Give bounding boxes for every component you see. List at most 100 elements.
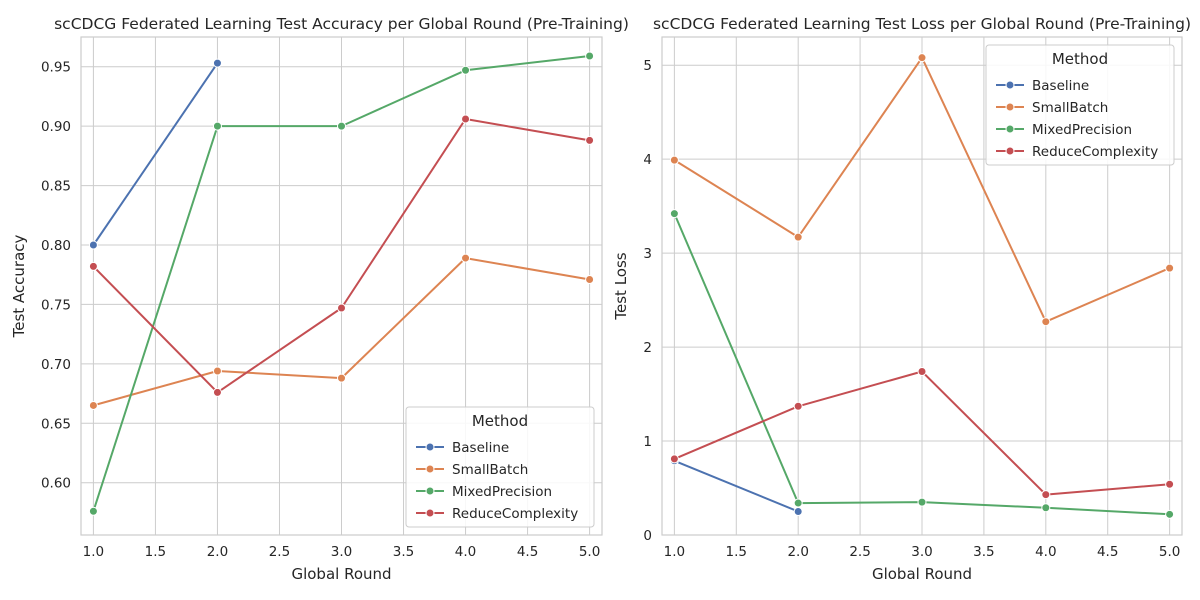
accuracy-legend-marker-baseline <box>425 442 435 452</box>
accuracy-legend-marker-small-batch <box>425 464 435 474</box>
loss-legend-box <box>985 44 1175 166</box>
loss-data-point-reduce-complexity <box>1165 479 1175 489</box>
accuracy-data-point-small-batch <box>585 274 595 284</box>
loss-y-tick-label: 2 <box>643 340 652 356</box>
loss-series-line-baseline <box>674 459 799 513</box>
loss-legend-marker-reduce-complexity <box>1005 146 1015 156</box>
accuracy-data-point-small-batch <box>337 373 346 383</box>
accuracy-legend-label-small-batch: SmallBatch <box>452 462 528 478</box>
accuracy-y-axis-label: Test Accuracy <box>10 234 28 338</box>
loss-legend-marker-baseline <box>1005 80 1015 90</box>
accuracy-data-point-baseline <box>88 240 98 250</box>
accuracy-series-line-baseline <box>92 62 219 246</box>
accuracy-data-point-small-batch <box>212 366 222 376</box>
loss-data-point-small-batch <box>1041 317 1051 327</box>
loss-x-tick-label: 2.5 <box>849 544 870 560</box>
loss-legend-marker-mixed-precision <box>1005 124 1015 134</box>
accuracy-x-tick-label: 2.5 <box>269 544 290 560</box>
accuracy-x-tick-label: 3.5 <box>393 544 414 560</box>
loss-data-point-reduce-complexity <box>917 367 927 377</box>
loss-y-tick-label: 5 <box>643 58 652 74</box>
loss-legend-label-baseline: Baseline <box>1032 78 1089 94</box>
loss-legend-label-reduce-complexity: ReduceComplexity <box>1032 144 1158 160</box>
accuracy-data-point-mixed-precision <box>337 121 346 131</box>
loss-panel: 1.0 1.5 2.0 2.5 3.0 3.5 4.0 4.5 5.0 0 1 2 3 4 5 scCDCG … <box>612 15 1191 583</box>
accuracy-data-point-mixed-precision <box>212 121 222 131</box>
loss-data-point-mixed-precision <box>669 209 679 219</box>
accuracy-legend-title: Method <box>472 412 528 430</box>
loss-chart-title: scCDCG Federated Learning Test Loss per … <box>653 15 1191 33</box>
accuracy-data-point-small-batch <box>461 253 471 263</box>
accuracy-x-tick-label: 1.5 <box>145 544 166 560</box>
accuracy-y-tick-label: 0.80 <box>41 238 71 254</box>
loss-y-tick-label: 1 <box>643 434 652 450</box>
accuracy-data-point-small-batch <box>88 400 98 410</box>
accuracy-data-point-reduce-complexity <box>585 135 595 145</box>
accuracy-panel: 1.0 1.5 2.0 2.5 3.0 3.5 4.0 4.5 5.0 0.60 0.65 0.70 0… <box>10 15 629 583</box>
accuracy-legend-label-baseline: Baseline <box>452 440 509 456</box>
loss-data-point-mixed-precision <box>917 497 927 507</box>
loss-y-tick-label: 3 <box>643 246 652 262</box>
loss-legend: Method Baseline SmallBatch MixedPrecision Re… <box>985 44 1175 166</box>
accuracy-x-tick-label: 5.0 <box>579 544 600 560</box>
loss-data-point-mixed-precision <box>793 498 803 508</box>
accuracy-data-point-reduce-complexity <box>212 387 222 397</box>
loss-legend-title: Method <box>1052 50 1108 68</box>
loss-data-point-small-batch <box>917 53 927 63</box>
accuracy-x-tick-label: 4.5 <box>517 544 538 560</box>
loss-legend-marker-small-batch <box>1005 102 1015 112</box>
loss-x-tick-label: 2.0 <box>787 544 808 560</box>
accuracy-x-tick-label: 1.0 <box>83 544 104 560</box>
accuracy-y-tick-label: 0.95 <box>41 60 71 76</box>
accuracy-legend-label-mixed-precision: MixedPrecision <box>452 484 552 500</box>
loss-plot-frame <box>661 36 1183 536</box>
accuracy-data-point-mixed-precision <box>461 65 471 75</box>
loss-data-point-mixed-precision <box>1041 503 1051 513</box>
loss-legend-label-mixed-precision: MixedPrecision <box>1032 122 1132 138</box>
loss-x-tick-label: 1.5 <box>726 544 747 560</box>
loss-data-point-reduce-complexity <box>669 454 679 464</box>
accuracy-data-point-reduce-complexity <box>88 261 98 271</box>
accuracy-y-tick-label: 0.75 <box>41 297 71 313</box>
accuracy-plot-frame <box>80 36 603 536</box>
loss-data-point-mixed-precision <box>1165 509 1175 519</box>
loss-x-tick-label: 3.5 <box>973 544 994 560</box>
loss-legend-label-small-batch: SmallBatch <box>1032 100 1108 116</box>
accuracy-legend-marker-reduce-complexity <box>425 508 435 518</box>
loss-x-tick-label: 4.5 <box>1097 544 1118 560</box>
loss-data-point-reduce-complexity <box>793 401 803 411</box>
loss-data-point-small-batch <box>793 232 803 242</box>
loss-x-tick-label: 5.0 <box>1159 544 1180 560</box>
loss-x-tick-label: 4.0 <box>1035 544 1056 560</box>
loss-x-tick-label: 3.0 <box>911 544 932 560</box>
accuracy-data-point-mixed-precision <box>88 506 98 516</box>
accuracy-y-tick-label: 0.85 <box>41 179 71 195</box>
accuracy-x-axis-label: Global Round <box>291 565 391 583</box>
loss-x-tick-label: 1.0 <box>664 544 685 560</box>
accuracy-x-tick-label: 2.0 <box>207 544 228 560</box>
accuracy-chart-title: scCDCG Federated Learning Test Accuracy … <box>54 15 629 33</box>
loss-y-tick-label: 4 <box>643 152 652 168</box>
accuracy-data-point-reduce-complexity <box>337 303 346 313</box>
loss-data-point-small-batch <box>669 155 679 165</box>
accuracy-data-point-reduce-complexity <box>461 114 471 124</box>
accuracy-y-tick-label: 0.65 <box>41 416 71 432</box>
accuracy-data-point-mixed-precision <box>585 51 595 61</box>
loss-y-tick-label: 0 <box>643 528 652 544</box>
accuracy-legend-marker-mixed-precision <box>425 486 435 496</box>
loss-data-point-baseline <box>793 507 803 517</box>
loss-data-point-reduce-complexity <box>1041 490 1051 500</box>
accuracy-y-tick-label: 0.70 <box>41 357 71 373</box>
accuracy-y-tick-label: 0.60 <box>41 476 71 492</box>
accuracy-y-tick-label: 0.90 <box>41 119 71 135</box>
accuracy-legend-box <box>405 406 595 528</box>
accuracy-legend-label-reduce-complexity: ReduceComplexity <box>452 506 578 522</box>
loss-data-point-small-batch <box>1165 263 1175 273</box>
accuracy-x-tick-label: 3.0 <box>331 544 352 560</box>
loss-y-axis-label: Test Loss <box>612 252 630 320</box>
accuracy-data-point-baseline <box>212 58 222 68</box>
accuracy-legend: Method Baseline SmallBatch MixedPrecision Re… <box>405 406 595 528</box>
loss-x-axis-label: Global Round <box>872 565 972 583</box>
accuracy-x-tick-label: 4.0 <box>455 544 476 560</box>
